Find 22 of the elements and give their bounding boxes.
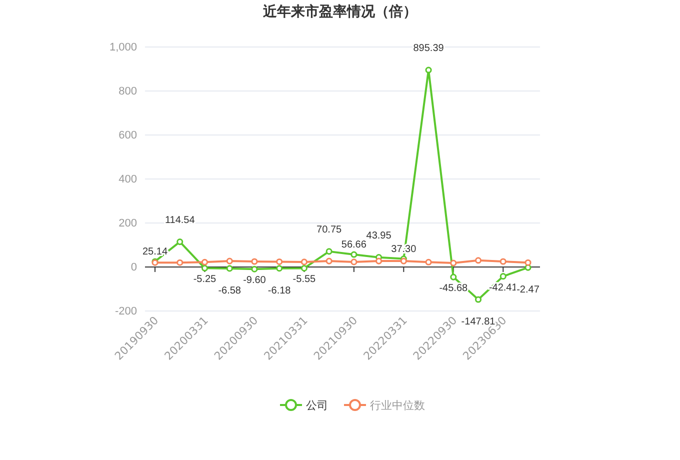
y-tick-label: 400: [118, 174, 137, 186]
data-label: 70.75: [316, 224, 342, 236]
data-label: -5.25: [193, 274, 217, 286]
y-tick-label: 1,000: [109, 42, 137, 54]
legend-label: 行业中位数: [370, 399, 425, 412]
y-tick-label: -200: [114, 306, 137, 318]
chart-title: 近年来市盈率情况（倍）: [262, 3, 417, 20]
y-tick-label: 200: [118, 218, 137, 230]
data-label: -6.18: [268, 285, 292, 296]
y-tick-label: 0: [130, 262, 137, 274]
data-label: -9.60: [243, 275, 266, 286]
data-label: 56.66: [341, 240, 367, 251]
y-tick-label: 800: [118, 86, 137, 98]
legend-label: 公司: [306, 399, 328, 412]
data-label: -2.47: [516, 284, 540, 296]
data-label: 25.14: [142, 246, 168, 258]
y-tick-label: 600: [118, 130, 137, 142]
data-label: 114.54: [164, 214, 196, 226]
data-label: -5.55: [292, 274, 316, 286]
data-label: -6.58: [218, 285, 242, 296]
data-label: 895.39: [413, 43, 444, 54]
data-label: 43.95: [366, 230, 392, 242]
